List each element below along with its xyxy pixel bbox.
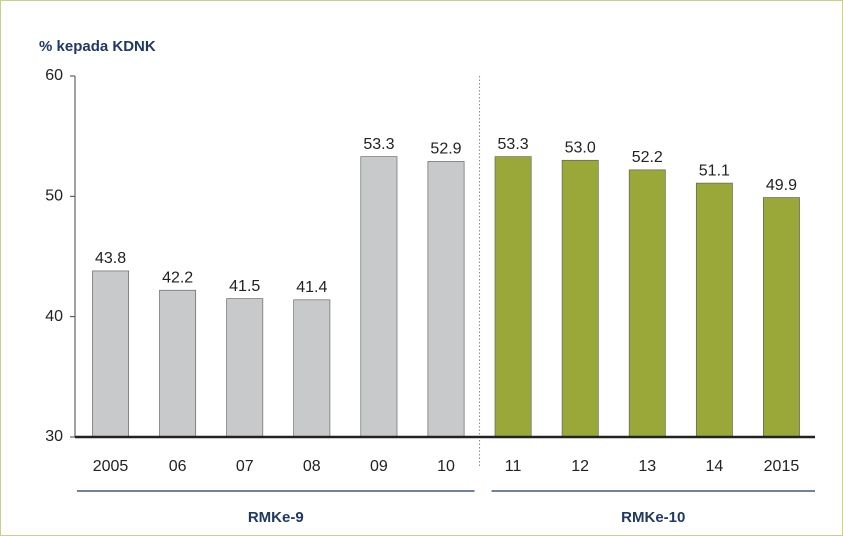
x-tick-label: 07 [236, 458, 254, 475]
value-label: 53.3 [363, 136, 394, 153]
value-label: 49.9 [766, 177, 797, 194]
x-tick-label: 10 [437, 458, 455, 475]
value-label: 52.2 [632, 149, 663, 166]
x-tick-label: 2005 [93, 458, 129, 475]
value-label: 42.2 [162, 269, 193, 286]
value-label: 41.5 [229, 278, 260, 295]
x-tick-label: 14 [705, 458, 723, 475]
value-label: 53.0 [565, 139, 596, 156]
bar [695, 182, 733, 438]
bar [360, 156, 398, 438]
x-tick-label: 12 [571, 458, 589, 475]
value-label: 51.1 [699, 162, 730, 179]
bar [293, 299, 331, 438]
group-label: RMKe-9 [248, 509, 304, 526]
x-tick-label: 2015 [764, 458, 800, 475]
x-tick-label: 08 [303, 458, 321, 475]
group-label: RMKe-10 [621, 509, 685, 526]
x-tick-label: 11 [505, 458, 522, 475]
bar [628, 169, 666, 438]
x-tick-label: 06 [169, 458, 187, 475]
x-tick-label: 09 [370, 458, 388, 475]
bar [494, 156, 532, 438]
bar [159, 289, 197, 438]
y-tick-label: 40 [45, 308, 63, 325]
bar [226, 298, 264, 438]
bar [92, 270, 129, 438]
y-tick-label: 50 [45, 188, 63, 205]
value-label: 43.8 [95, 250, 126, 267]
y-tick-label: 30 [45, 428, 63, 445]
bar [561, 159, 599, 438]
chart-title: % kepada KDNK [39, 38, 156, 55]
bar [763, 197, 800, 438]
value-label: 41.4 [296, 279, 327, 296]
bar [427, 161, 465, 438]
y-tick-label: 60 [45, 67, 63, 84]
value-label: 52.9 [430, 141, 461, 158]
value-label: 53.3 [498, 136, 529, 153]
x-tick-label: 13 [638, 458, 656, 475]
